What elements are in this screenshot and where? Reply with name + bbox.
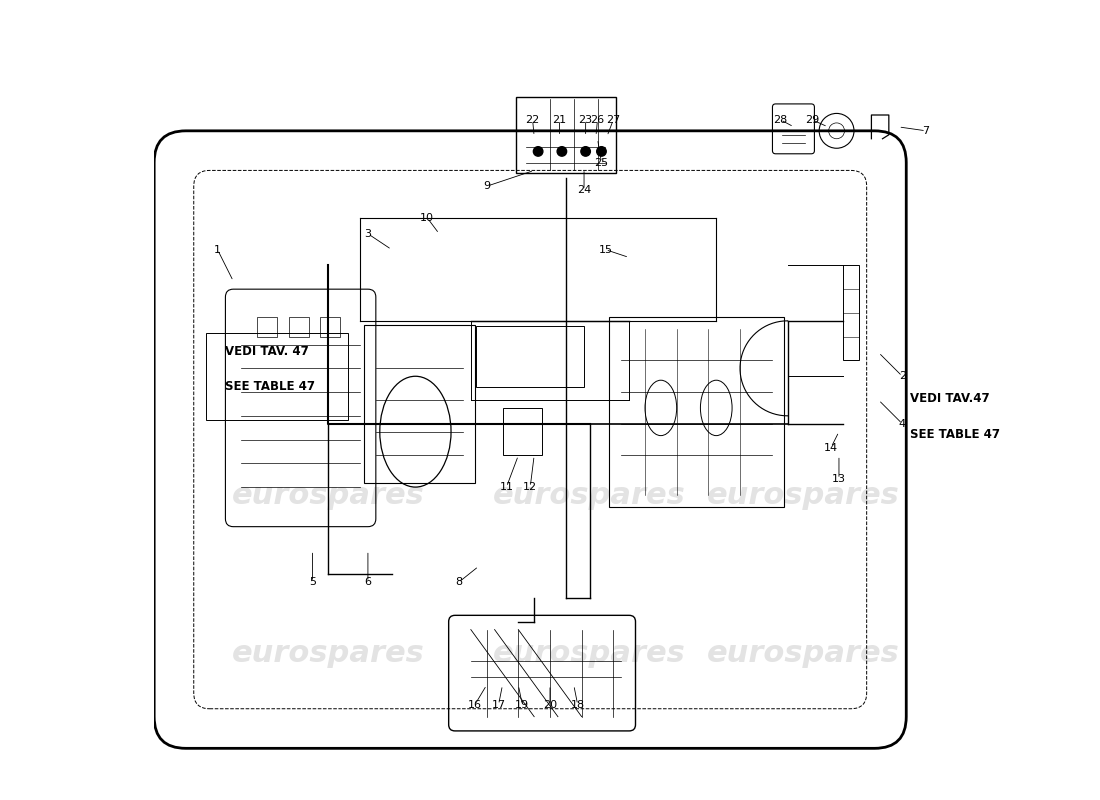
Text: VEDI TAV. 47: VEDI TAV. 47 <box>226 345 309 358</box>
Text: 6: 6 <box>364 577 372 587</box>
Circle shape <box>581 146 591 156</box>
Text: eurospares: eurospares <box>707 481 900 510</box>
Text: 20: 20 <box>543 700 557 710</box>
Text: eurospares: eurospares <box>493 639 686 668</box>
Text: eurospares: eurospares <box>232 639 425 668</box>
Text: 26: 26 <box>591 114 605 125</box>
Text: eurospares: eurospares <box>707 639 900 668</box>
Text: eurospares: eurospares <box>493 481 686 510</box>
Circle shape <box>557 146 566 156</box>
Text: 14: 14 <box>824 442 838 453</box>
Bar <box>257 317 277 337</box>
Bar <box>320 317 340 337</box>
Bar <box>289 317 308 337</box>
Text: 23: 23 <box>579 114 593 125</box>
Text: VEDI TAV.47: VEDI TAV.47 <box>910 392 990 405</box>
Text: 15: 15 <box>598 245 613 254</box>
Text: 10: 10 <box>420 213 434 223</box>
Bar <box>503 408 542 455</box>
Text: 1: 1 <box>214 245 221 254</box>
Text: 3: 3 <box>364 229 372 238</box>
Text: SEE TABLE 47: SEE TABLE 47 <box>226 380 316 394</box>
Text: 12: 12 <box>524 482 537 492</box>
Text: 16: 16 <box>468 700 482 710</box>
Text: 11: 11 <box>499 482 514 492</box>
Text: 4: 4 <box>899 418 906 429</box>
Text: 7: 7 <box>923 126 930 136</box>
Text: 24: 24 <box>576 186 591 195</box>
Text: eurospares: eurospares <box>232 481 425 510</box>
Circle shape <box>596 146 606 156</box>
Text: 17: 17 <box>492 700 506 710</box>
Text: 25: 25 <box>594 158 608 167</box>
Text: 29: 29 <box>805 114 820 125</box>
Text: 18: 18 <box>571 700 585 710</box>
Text: 28: 28 <box>773 114 788 125</box>
Text: 19: 19 <box>515 700 529 710</box>
Text: SEE TABLE 47: SEE TABLE 47 <box>910 428 1000 441</box>
Text: 2: 2 <box>899 371 906 382</box>
Text: 9: 9 <box>483 182 491 191</box>
Text: 22: 22 <box>526 114 540 125</box>
Text: 21: 21 <box>552 114 567 125</box>
Circle shape <box>534 146 543 156</box>
Text: 27: 27 <box>606 114 620 125</box>
Bar <box>843 266 859 361</box>
Text: 5: 5 <box>309 577 316 587</box>
Text: 8: 8 <box>455 577 462 587</box>
Text: 13: 13 <box>832 474 846 484</box>
